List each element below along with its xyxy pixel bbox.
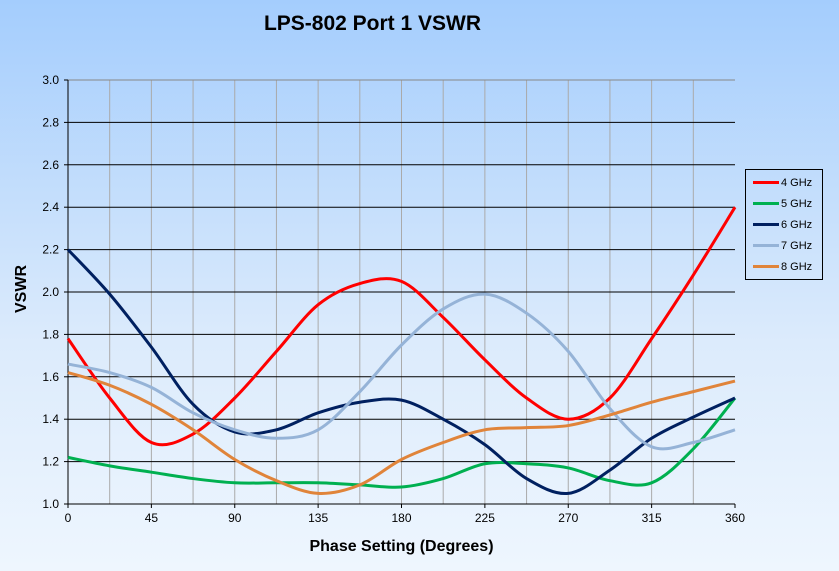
legend: 4 GHz 5 GHz 6 GHz 7 GHz 8 GHz: [745, 169, 823, 280]
x-tick-label: 180: [391, 511, 411, 525]
legend-label: 6 GHz: [781, 218, 813, 231]
x-tick-label: 315: [642, 511, 662, 525]
series-line-4ghz: [66, 206, 737, 447]
x-tick-label: 225: [475, 511, 495, 525]
legend-item: 8 GHz: [746, 256, 822, 277]
legend-item: 6 GHz: [746, 214, 822, 235]
y-tick-label: 1.8: [42, 327, 59, 341]
legend-item: 4 GHz: [746, 172, 822, 193]
y-tick-label: 1.6: [42, 370, 59, 384]
y-tick-label: 3.0: [42, 73, 59, 87]
series-line-5ghz: [67, 397, 737, 489]
x-tick-label: 45: [145, 511, 159, 525]
y-tick-label: 2.8: [42, 115, 59, 129]
y-tick-label: 1.4: [42, 412, 59, 426]
legend-item: 7 GHz: [746, 235, 822, 256]
y-tick-label: 2.4: [42, 200, 59, 214]
series-line-7ghz: [67, 292, 736, 451]
series-line-6ghz: [66, 248, 736, 496]
legend-label: 8 GHz: [781, 260, 813, 273]
x-axis-label: Phase Setting (Degrees): [309, 538, 494, 555]
legend-label: 7 GHz: [781, 239, 813, 252]
legend-swatch: [753, 202, 779, 205]
legend-label: 5 GHz: [781, 197, 813, 210]
y-tick-label: 1.0: [42, 497, 59, 511]
legend-swatch: [753, 223, 779, 226]
legend-swatch: [753, 181, 779, 184]
y-tick-label: 1.2: [42, 455, 59, 469]
x-tick-label: 270: [558, 511, 578, 525]
legend-swatch: [753, 244, 779, 247]
x-tick-label: 0: [65, 511, 72, 525]
legend-item: 5 GHz: [746, 193, 822, 214]
x-tick-label: 90: [228, 511, 242, 525]
x-tick-label: 360: [725, 511, 745, 525]
series-line-8ghz: [67, 371, 736, 495]
x-tick-label: 135: [308, 511, 328, 525]
y-tick-label: 2.2: [42, 243, 59, 257]
legend-swatch: [753, 265, 779, 268]
chart-title: LPS-802 Port 1 VSWR: [263, 12, 482, 35]
legend-label: 4 GHz: [781, 176, 813, 189]
y-tick-label: 2.6: [42, 158, 59, 172]
y-tick-label: 2.0: [42, 285, 59, 299]
